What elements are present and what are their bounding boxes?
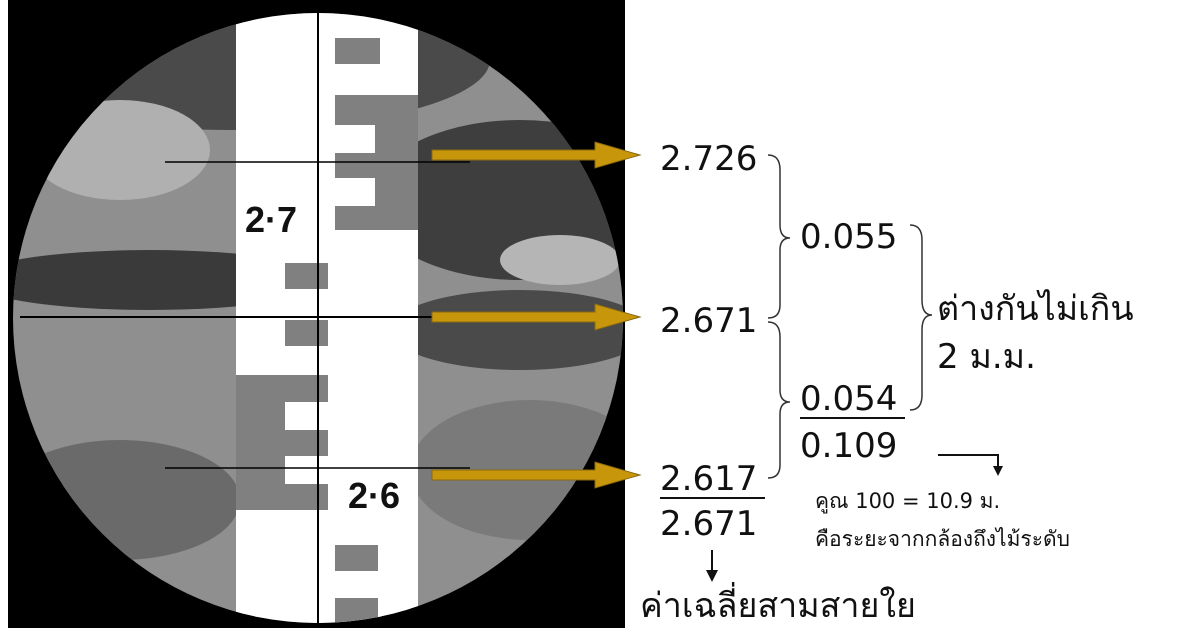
tolerance-text: ต่างกันไม่เกิน (937, 289, 1134, 329)
page: 2·7 2·6 2.726 2.671 2.617 2.671 0.055 0.… (0, 0, 1185, 628)
tolerance-text: 2 ม.ม. (937, 337, 1036, 377)
reading-average: 2.671 (660, 504, 757, 544)
rod-label: 2·6 (348, 475, 400, 516)
distance-note: คือระยะจากกล้องถึงไม้ระดับ (815, 527, 1070, 551)
reading-top: 2.726 (660, 139, 757, 179)
rod-label: 2·7 (245, 199, 297, 240)
reading-bottom: 2.617 (660, 459, 757, 499)
reading-middle: 2.671 (660, 301, 757, 341)
average-note: ค่าเฉลี่ยสามสายใย (640, 582, 916, 626)
pointer-head (706, 570, 718, 582)
distance-note: คูณ 100 = 10.9 ม. (815, 489, 1000, 514)
diagram: 2·7 2·6 2.726 2.671 2.617 2.671 0.055 0.… (0, 0, 1185, 628)
pointer (938, 455, 998, 468)
difference-lower: 0.054 (800, 379, 897, 419)
pointer-head (993, 466, 1003, 476)
difference-upper: 0.055 (800, 217, 897, 257)
difference-total: 0.109 (800, 426, 897, 466)
